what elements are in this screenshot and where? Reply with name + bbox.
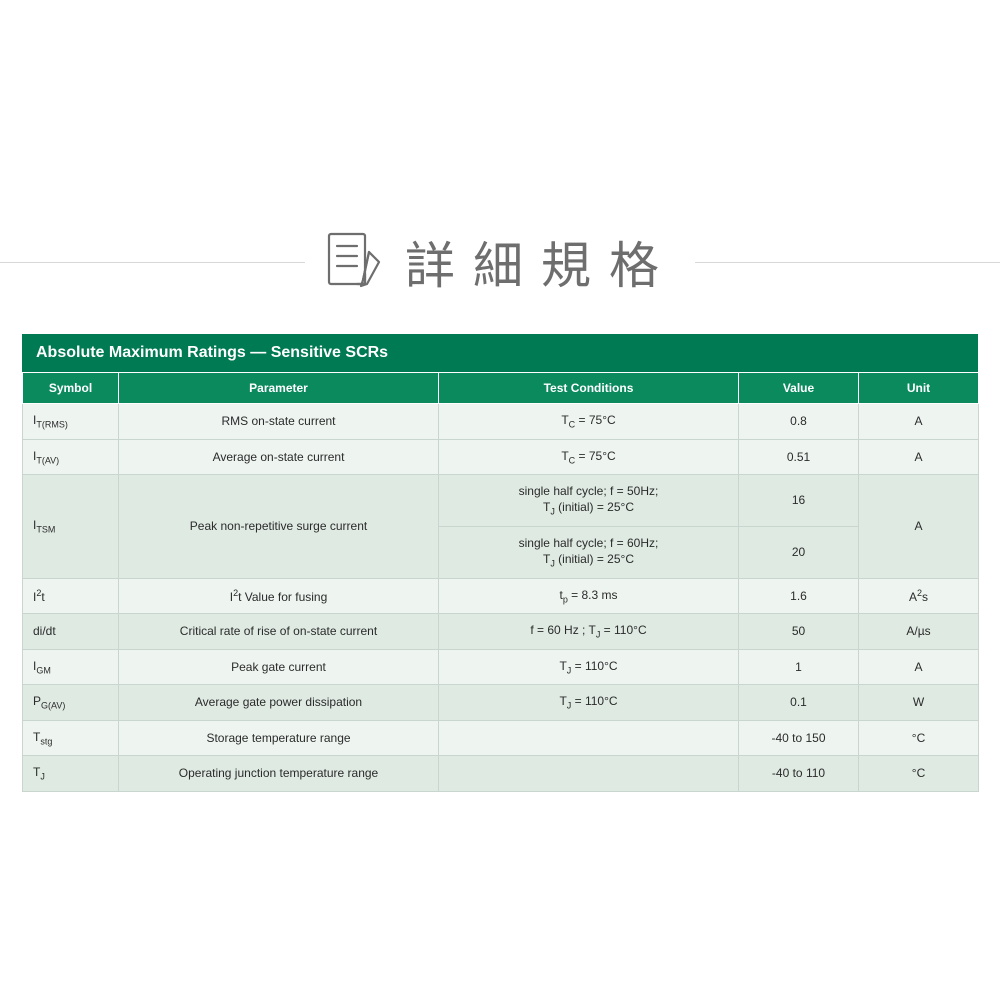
page-heading: 詳細規格 — [0, 226, 1000, 298]
cell-parameter: Storage temperature range — [119, 720, 439, 756]
cell-unit: A2s — [859, 578, 979, 614]
cell-value: 0.1 — [739, 685, 859, 721]
cell-symbol: IT(AV) — [23, 439, 119, 475]
col-header: Symbol — [23, 373, 119, 404]
cell-conditions: TC = 75°C — [439, 404, 739, 440]
cell-value: -40 to 150 — [739, 720, 859, 756]
cell-value: 1 — [739, 649, 859, 685]
cell-conditions: single half cycle; f = 60Hz;TJ (initial)… — [439, 526, 739, 578]
cell-unit: °C — [859, 756, 979, 792]
cell-parameter: Operating junction temperature range — [119, 756, 439, 792]
cell-value: 0.8 — [739, 404, 859, 440]
table-title-bar: Absolute Maximum Ratings — Sensitive SCR… — [22, 334, 978, 372]
cell-unit: W — [859, 685, 979, 721]
table-row: IT(RMS)RMS on-state currentTC = 75°C0.8A — [23, 404, 979, 440]
cell-symbol: ITSM — [23, 475, 119, 578]
cell-unit: A — [859, 649, 979, 685]
spec-table: SymbolParameterTest ConditionsValueUnit … — [22, 372, 979, 792]
cell-unit: A — [859, 475, 979, 578]
cell-value: 16 — [739, 475, 859, 527]
cell-conditions — [439, 756, 739, 792]
table-row: IGMPeak gate currentTJ = 110°C1A — [23, 649, 979, 685]
divider-line-right — [695, 262, 1000, 263]
cell-symbol: IT(RMS) — [23, 404, 119, 440]
col-header: Value — [739, 373, 859, 404]
cell-value: 20 — [739, 526, 859, 578]
cell-parameter: Average gate power dissipation — [119, 685, 439, 721]
cell-value: 1.6 — [739, 578, 859, 614]
cell-parameter: Average on-state current — [119, 439, 439, 475]
cell-symbol: IGM — [23, 649, 119, 685]
cell-conditions: tp = 8.3 ms — [439, 578, 739, 614]
cell-parameter: RMS on-state current — [119, 404, 439, 440]
table-row: TstgStorage temperature range -40 to 150°… — [23, 720, 979, 756]
cell-symbol: I2t — [23, 578, 119, 614]
table-row: TJOperating junction temperature range -4… — [23, 756, 979, 792]
cell-conditions: TC = 75°C — [439, 439, 739, 475]
table-row: PG(AV)Average gate power dissipationTJ =… — [23, 685, 979, 721]
cell-symbol: di/dt — [23, 614, 119, 650]
cell-unit: A — [859, 439, 979, 475]
cell-value: 50 — [739, 614, 859, 650]
table-row: IT(AV)Average on-state currentTC = 75°C0… — [23, 439, 979, 475]
cell-unit: °C — [859, 720, 979, 756]
table-row: ITSMPeak non-repetitive surge currentsin… — [23, 475, 979, 527]
cell-unit: A — [859, 404, 979, 440]
cell-conditions: single half cycle; f = 50Hz;TJ (initial)… — [439, 475, 739, 527]
table-header: SymbolParameterTest ConditionsValueUnit — [23, 373, 979, 404]
table-body: IT(RMS)RMS on-state currentTC = 75°C0.8A… — [23, 404, 979, 792]
cell-parameter: Peak gate current — [119, 649, 439, 685]
table-row: I2tI2t Value for fusingtp = 8.3 ms1.6A2s — [23, 578, 979, 614]
spec-table-region: Absolute Maximum Ratings — Sensitive SCR… — [22, 334, 978, 792]
col-header: Parameter — [119, 373, 439, 404]
cell-conditions: TJ = 110°C — [439, 649, 739, 685]
table-row: di/dtCritical rate of rise of on-state c… — [23, 614, 979, 650]
cell-symbol: PG(AV) — [23, 685, 119, 721]
col-header: Unit — [859, 373, 979, 404]
cell-parameter: Critical rate of rise of on-state curren… — [119, 614, 439, 650]
page-heading-text: 詳細規格 — [405, 226, 677, 298]
divider-line-left — [0, 262, 305, 263]
cell-conditions: f = 60 Hz ; TJ = 110°C — [439, 614, 739, 650]
cell-symbol: TJ — [23, 756, 119, 792]
cell-value: -40 to 110 — [739, 756, 859, 792]
cell-value: 0.51 — [739, 439, 859, 475]
cell-conditions: TJ = 110°C — [439, 685, 739, 721]
col-header: Test Conditions — [439, 373, 739, 404]
cell-parameter: Peak non-repetitive surge current — [119, 475, 439, 578]
cell-unit: A/µs — [859, 614, 979, 650]
cell-parameter: I2t Value for fusing — [119, 578, 439, 614]
document-pen-icon — [323, 230, 387, 294]
cell-symbol: Tstg — [23, 720, 119, 756]
cell-conditions — [439, 720, 739, 756]
